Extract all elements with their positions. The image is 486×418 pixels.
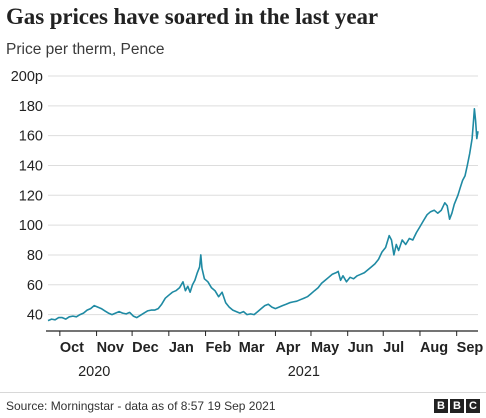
x-axis [46,330,478,336]
year-labels: 2020 2021 [78,364,320,380]
x-tick-label: Jun [348,340,374,356]
year-label: 2020 [78,364,110,380]
x-tick-label: Oct [60,340,84,356]
y-tick-label: 60 [27,278,43,294]
y-tick-label: 80 [27,248,43,264]
bbc-logo-letter: C [466,399,480,413]
x-tick-label: Jul [383,340,404,356]
x-tick-label: Dec [132,340,159,356]
y-tick-label: 140 [19,158,43,174]
chart-title: Gas prices have soared in the last year [6,4,378,29]
y-tick-labels: 40 60 80 100 120 140 160 180 200p [11,69,43,324]
x-tick-label: Jan [169,340,194,356]
y-tick-label: 160 [19,129,43,145]
gridlines [48,75,478,316]
footer-divider [0,392,486,393]
source-note: Source: Morningstar - data as of 8:57 19… [6,399,276,413]
price-line [47,108,479,322]
data-series [47,108,479,322]
x-tick-label: May [311,340,339,356]
x-tick-label: Sep [457,340,484,356]
x-tick-label: Apr [275,340,300,356]
chart: 40 60 80 100 120 140 160 180 200p Oct Nov Dec Jan Fe… [11,69,484,380]
y-tick-label: 180 [19,99,43,115]
bbc-logo-letter: B [450,399,464,413]
x-tick-label: Feb [206,340,232,356]
y-tick-label: 120 [19,188,43,204]
bbc-logo: B B C [434,399,480,413]
x-tick-labels: Oct Nov Dec Jan Feb Mar Apr May Jun Jul Aug Sep [60,340,484,356]
y-tick-label: 200p [11,69,43,85]
year-label: 2021 [288,364,320,380]
x-tick-label: Nov [97,340,124,356]
y-tick-label: 40 [27,308,43,324]
chart-subtitle: Price per therm, Pence [6,41,165,58]
x-tick-label: Mar [239,340,265,356]
y-tick-label: 100 [19,218,43,234]
x-tick-label: Aug [420,340,448,356]
bbc-logo-letter: B [434,399,448,413]
